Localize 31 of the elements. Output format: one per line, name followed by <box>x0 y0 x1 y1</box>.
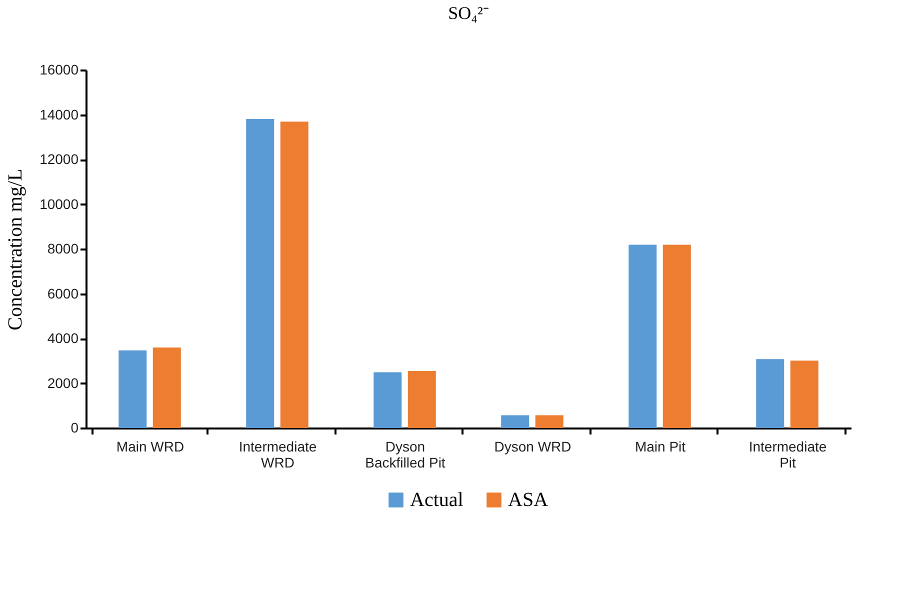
bar <box>662 244 691 428</box>
chart-title: SO₄²⁻ <box>448 3 489 23</box>
bar <box>374 372 402 428</box>
bar <box>790 360 818 428</box>
y-tick-label: 8000 <box>47 240 79 256</box>
y-tick-label: 2000 <box>47 374 79 391</box>
x-tick-label: Intermediate WRD <box>238 438 317 470</box>
legend-label: ASA <box>508 489 549 511</box>
bar <box>628 244 657 428</box>
y-tick-label: 0 <box>70 420 79 436</box>
y-tick-label: 10000 <box>40 196 79 212</box>
bar <box>280 122 308 428</box>
bar <box>501 415 530 428</box>
y-tick-label: 4000 <box>47 330 79 346</box>
x-tick-label: Main Pit <box>634 438 686 454</box>
bar <box>118 350 147 428</box>
bar <box>756 359 784 428</box>
y-axis-title: Concentration mg/L <box>4 168 27 330</box>
y-tick-label: 14000 <box>40 106 79 122</box>
bar <box>246 119 274 428</box>
y-tick-label: 12000 <box>40 151 79 167</box>
bar <box>408 370 436 428</box>
bar <box>152 347 181 428</box>
y-tick-label: 16000 <box>40 62 79 78</box>
y-tick-label: 6000 <box>47 285 79 302</box>
x-tick-label: Intermediate Pit <box>748 438 827 470</box>
x-tick-label: Dyson WRD <box>494 438 572 454</box>
legend-label: Actual <box>410 489 464 511</box>
x-tick-label: Dyson Backfilled Pit <box>365 438 446 470</box>
x-tick-label: Main WRD <box>116 438 184 454</box>
bar <box>535 415 564 428</box>
